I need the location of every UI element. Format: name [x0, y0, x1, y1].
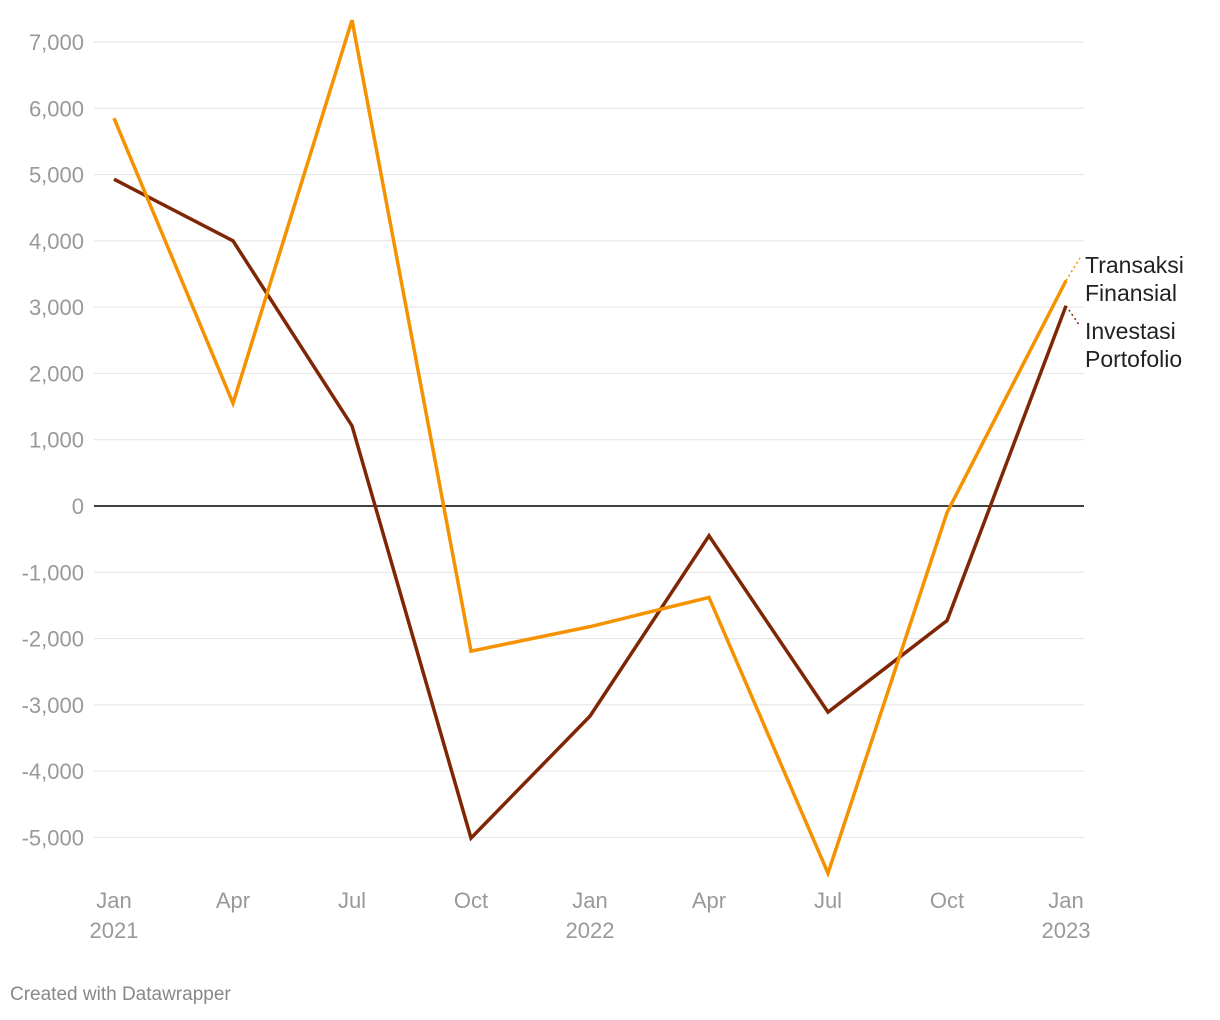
x-axis-tick-labels: Jan 2021 Apr Jul Oct Jan 2022 Apr Jul Oct Jan 2023 — [90, 888, 1091, 943]
x-tick-label: Apr — [216, 888, 250, 913]
y-tick-label: -4,000 — [22, 759, 84, 784]
y-tick-label: 7,000 — [29, 30, 84, 55]
gridlines — [94, 41, 1084, 838]
y-tick-label: 4,000 — [29, 229, 84, 254]
y-tick-label: -1,000 — [22, 560, 84, 585]
datawrapper-credit: Created with Datawrapper — [10, 984, 231, 1005]
series-label-leader — [1065, 305, 1081, 327]
x-tick-label: Apr — [692, 888, 726, 913]
series-label-leader — [1065, 257, 1081, 282]
y-tick-label: -3,000 — [22, 693, 84, 718]
x-tick-label: Jul — [814, 888, 842, 913]
y-tick-label: 3,000 — [29, 295, 84, 320]
series-line-transaksi-finansial — [112, 19, 1068, 879]
x-tick-label: Jul — [338, 888, 366, 913]
series-label: Investasi Portofolio — [1085, 318, 1182, 372]
y-tick-label: -2,000 — [22, 627, 84, 652]
x-tick-label: Jan 2021 — [90, 888, 139, 943]
y-tick-label: 5,000 — [29, 163, 84, 188]
y-tick-label: 0 — [72, 494, 84, 519]
x-tick-label: Jan 2023 — [1042, 888, 1091, 943]
y-tick-label: 1,000 — [29, 428, 84, 453]
series-label: Transaksi Finansial — [1085, 252, 1184, 306]
x-tick-label: Oct — [454, 888, 488, 913]
y-axis-tick-labels: 7,000 6,000 5,000 4,000 3,000 2,000 1,000 0 -1,0… — [22, 30, 84, 850]
x-tick-label: Oct — [930, 888, 964, 913]
y-tick-label: 6,000 — [29, 96, 84, 121]
y-tick-label: 2,000 — [29, 361, 84, 386]
series-lines — [112, 19, 1068, 879]
x-tick-label: Jan 2022 — [566, 888, 615, 943]
y-tick-label: -5,000 — [22, 825, 84, 850]
series-line-investasi-portofolio — [113, 177, 1068, 842]
series-end-labels: Transaksi Finansial Investasi Portofolio — [1065, 252, 1184, 372]
